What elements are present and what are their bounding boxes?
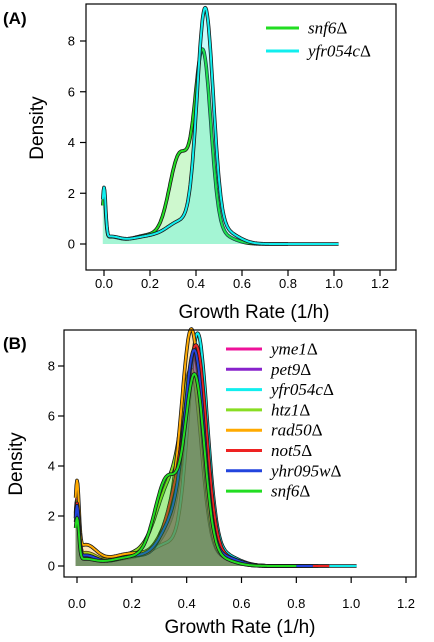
panel-b-plot-frame [63,329,417,578]
panel-a-y-tick-label: 2 [68,186,75,201]
panel-b-x-tick-label: 0.8 [287,596,305,611]
legend-strain-name: yfr054c [306,42,360,61]
panel-b-y-tick-label: 6 [48,409,55,424]
panel-b-legend-label-pet9: pet9Δ [270,360,311,379]
panel-a-x-tick-label: 0.4 [187,276,205,291]
legend-delta-symbol: Δ [299,400,310,419]
panel-b-series-pet9-area [75,355,319,566]
panel-b-x-tick-label: 0.4 [178,596,196,611]
panel-b-x-tick-label: 0.0 [68,596,86,611]
legend-delta-symbol: Δ [301,441,312,460]
panel-a-y-tick-label: 0 [68,237,75,252]
panel-b-legend-label-rad50: rad50Δ [271,421,323,440]
panel-a-x-tick-label: 0.6 [233,276,251,291]
panel-a-y-tick-label: 8 [68,34,75,49]
legend-strain-name: yme1 [269,340,307,359]
legend-strain-name: yfr054c [269,380,323,399]
legend-delta-symbol: Δ [299,482,310,501]
panel-a-series-yfr054c-line [101,6,339,245]
legend-strain-name: htz1 [271,400,299,419]
panel-a-x-axis-title: Growth Rate (1/h) [179,302,330,323]
panel-b-x-axis-title: Growth Rate (1/h) [165,617,316,638]
panel-b-series-htz1-area [75,369,297,566]
panel-b-series-yme1-area [75,357,310,566]
panel-a-label: (A) [3,9,27,28]
panel-b-legend-label-yhr095w: yhr095wΔ [269,461,342,480]
panel-b-series-snf6-line [74,373,297,567]
legend-strain-name: rad50 [271,421,312,440]
panel-a-y-tick-label: 6 [68,84,75,99]
legend-strain-name: not5 [271,441,301,460]
panel-b-label: (B) [3,334,27,353]
panel-b-axes: 0.0 0.2 0.4 0.6 0.8 1.0 1.2 0 2 4 6 8 [48,329,417,611]
panel-b-y-axis-title: Density [6,432,27,496]
panel-a-plot-frame [85,3,397,271]
panel-b-y-tick-label: 8 [48,359,55,374]
panel-b-legend-label-snf6: snf6Δ [271,482,310,501]
panel-b-legend-label-not5: not5Δ [271,441,312,460]
panel-b-chart: (B) 0.0 0.2 0.4 0.6 0.8 1.0 1.2 0 2 4 6 8 Density G… [3,327,417,638]
panel-b-y-tick-label: 4 [48,459,55,474]
panel-b-x-tick-label: 0.6 [232,596,250,611]
panel-b-series-layer [73,327,358,568]
panel-b-legend: yme1Δpet9Δyfr054cΔhtz1Δrad50Δnot5Δyhr095… [226,340,342,501]
panel-a-legend-label-yfr054c: yfr054cΔ [306,42,371,61]
panel-b-series-not5-area [75,345,330,566]
panel-a-y-axis-title: Density [27,96,48,160]
legend-delta-symbol: Δ [336,19,347,38]
panel-a-series-layer [101,5,340,246]
panel-a-x-tick-label: 1.0 [325,276,343,291]
panel-a-legend-label-snf6: snf6Δ [308,19,347,38]
panel-a-x-tick-label: 1.2 [371,276,389,291]
legend-strain-name: snf6 [271,482,300,501]
panel-b-y-tick-label: 2 [48,509,55,524]
legend-delta-symbol: Δ [360,42,371,61]
panel-a-chart: (A) 0.0 0.2 0.4 0.6 0.8 1.0 1.2 0 2 4 6 8 Density G… [3,3,397,323]
panel-b-series-snf6-area [75,374,297,566]
panel-b-x-tick-label: 1.0 [342,596,360,611]
panel-b-legend-label-yfr054c: yfr054cΔ [269,380,334,399]
panel-a-y-tick-label: 4 [68,135,75,150]
legend-delta-symbol: Δ [312,421,323,440]
legend-delta-symbol: Δ [307,340,318,359]
panel-b-series-rad50-area [75,329,302,566]
legend-strain-name: snf6 [308,19,337,38]
legend-delta-symbol: Δ [331,461,342,480]
legend-delta-symbol: Δ [323,380,334,399]
panel-a-x-tick-label: 0.8 [279,276,297,291]
panel-a-axes: 0.0 0.2 0.4 0.6 0.8 1.0 1.2 0 2 4 6 8 [68,3,397,291]
panel-b-legend-label-htz1: htz1Δ [271,400,310,419]
legend-strain-name: yhr095w [269,461,331,480]
panel-a-x-tick-label: 0.2 [141,276,159,291]
legend-delta-symbol: Δ [300,360,311,379]
panel-b-legend-label-yme1: yme1Δ [269,340,318,359]
panel-b-x-tick-label: 0.2 [123,596,141,611]
panel-a-series-yfr054c-outline [101,5,340,246]
panel-b-y-tick-label: 0 [48,559,55,574]
legend-strain-name: pet9 [270,360,301,379]
panel-a-x-tick-label: 0.0 [95,276,113,291]
panel-b-series-yhr095w-area [75,350,313,566]
panel-b-x-tick-label: 1.2 [397,596,415,611]
